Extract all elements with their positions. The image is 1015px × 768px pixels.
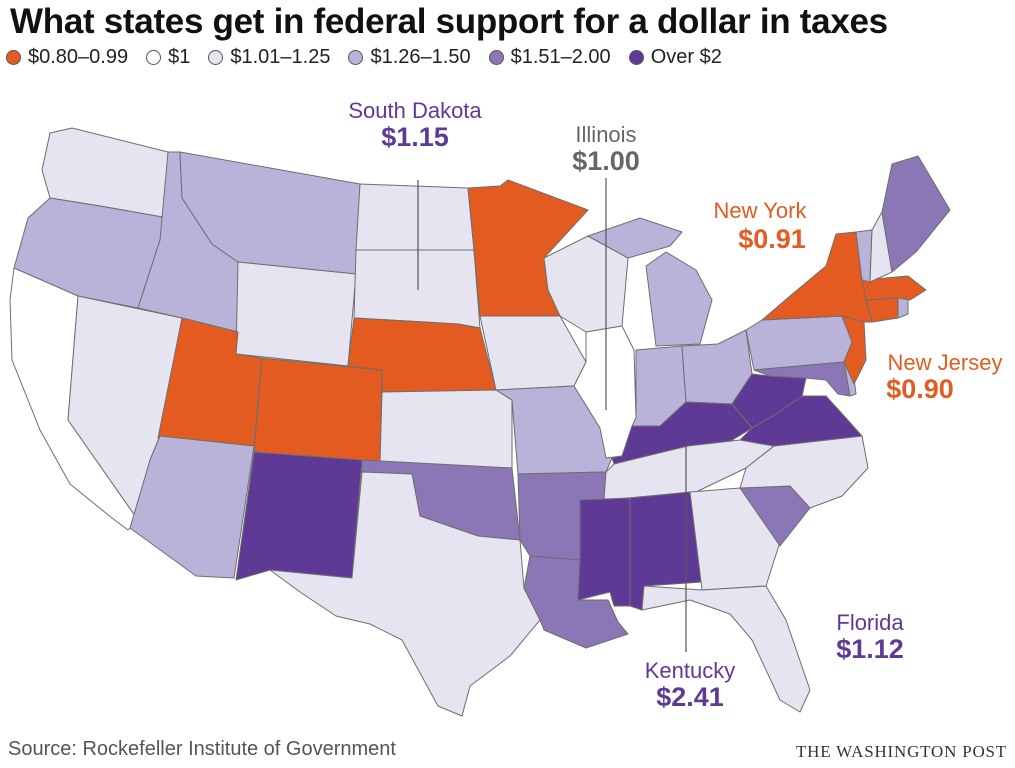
state-MA: [861, 275, 927, 301]
legend-label: Over $2: [650, 46, 722, 68]
state-PA: [745, 315, 853, 371]
legend-label: $1.01–1.25: [230, 46, 331, 68]
legend-swatch: [6, 50, 21, 65]
callout-new-york-value: $0.91: [738, 224, 806, 254]
callout-south-dakota-value: $1.15: [381, 122, 449, 152]
callout-kentucky-value: $2.41: [656, 682, 724, 712]
state-MI: [587, 217, 713, 347]
legend-item-0: $0.80–0.99: [6, 46, 128, 69]
legend-label: $0.80–0.99: [28, 46, 129, 68]
state-SD: [353, 249, 481, 329]
state-RI: [897, 297, 909, 319]
state-NM: [235, 451, 363, 581]
source-note: Source: Rockefeller Institute of Governm…: [8, 738, 396, 760]
legend-label: $1: [168, 46, 191, 68]
legend-item-4: $1.51–2.00: [488, 46, 611, 69]
callout-illinois-name: Illinois: [575, 122, 636, 147]
state-WY: [235, 261, 357, 367]
legend-item-1: $1: [146, 46, 190, 69]
legend-swatch: [208, 50, 224, 65]
publisher-credit: THE WASHINGTON POST: [795, 742, 1007, 761]
callout-florida-value: $1.12: [836, 634, 904, 664]
legend-item-5: Over $2: [628, 46, 722, 69]
legend: $0.80–0.99 $1 $1.01–1.25 $1.26–1.50 $1.5…: [6, 46, 722, 69]
legend-label: $1.26–1.50: [370, 46, 471, 68]
legend-swatch: [628, 50, 644, 65]
legend-swatch: [348, 50, 364, 65]
state-CO: [253, 357, 383, 465]
callout-kentucky-name: Kentucky: [645, 658, 736, 683]
callout-new-jersey-value: $0.90: [886, 374, 954, 404]
legend-swatch: [146, 50, 162, 65]
state-MS: [577, 497, 631, 607]
callout-south-dakota-name: South Dakota: [348, 98, 482, 123]
state-ND: [355, 183, 475, 251]
legend-label: $1.51–2.00: [510, 46, 611, 68]
state-IL: [573, 325, 637, 459]
legend-item-3: $1.26–1.50: [348, 46, 471, 69]
callout-new-york-name: New York: [714, 198, 808, 223]
legend-item-2: $1.01–1.25: [208, 46, 330, 69]
chart-title: What states get in federal support for a…: [10, 2, 888, 41]
state-AZ: [129, 435, 255, 579]
state-TX: [269, 471, 541, 717]
legend-swatch: [488, 50, 504, 65]
state-CT: [865, 297, 899, 323]
callout-illinois-value: $1.00: [572, 146, 640, 176]
callout-new-jersey-name: New Jersey: [888, 350, 1003, 375]
state-FL: [641, 585, 811, 713]
state-ME: [881, 155, 951, 273]
state-KS: [379, 389, 513, 469]
callout-florida-name: Florida: [836, 610, 904, 635]
state-IA: [479, 315, 587, 391]
